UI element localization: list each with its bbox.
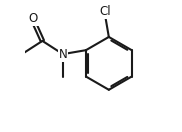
Text: O: O: [29, 12, 38, 25]
Text: N: N: [58, 48, 67, 61]
Text: Cl: Cl: [99, 5, 111, 18]
